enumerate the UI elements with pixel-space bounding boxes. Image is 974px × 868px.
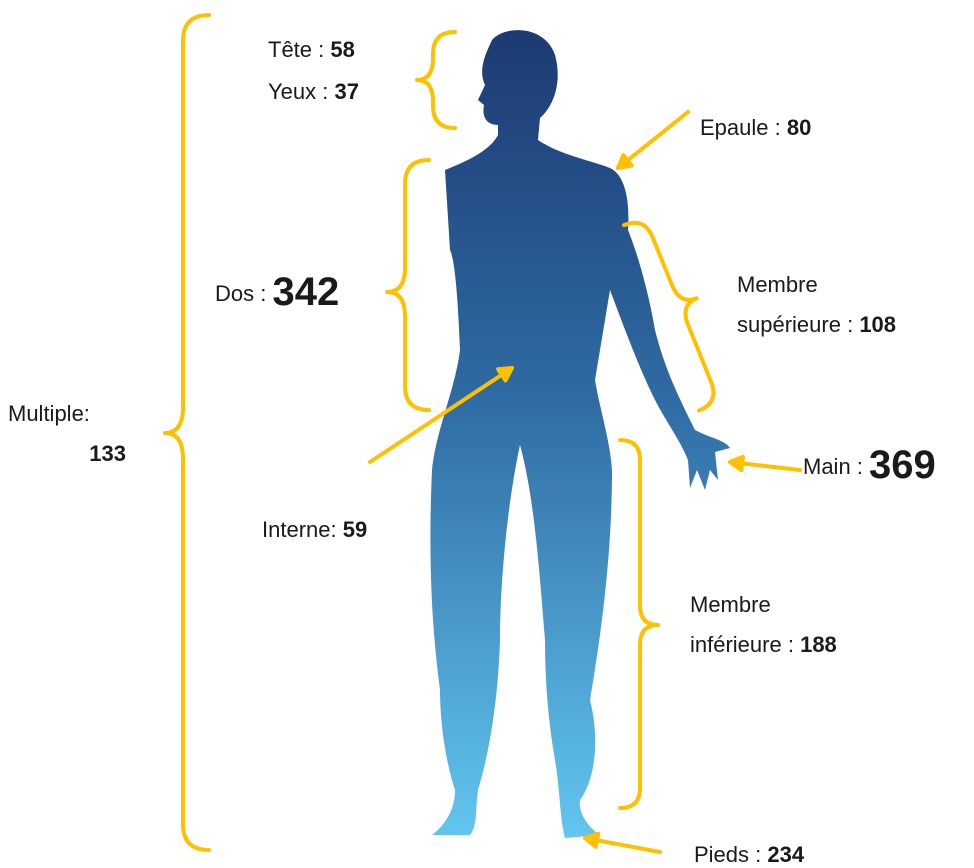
brace [163,13,211,852]
annotation: Pieds : 234 [694,835,804,868]
value: 108 [859,312,897,337]
label: Multiple: [8,401,90,426]
label: supérieure : [737,312,854,337]
value: 342 [272,270,340,314]
annotation: Multiple: 133 [8,394,126,474]
label: Epaule : [700,115,781,140]
annotation: Membre supérieure : 108 [737,265,896,345]
annotation: Tête : 58 [268,30,355,70]
arrow-head [583,831,601,849]
annotation: Dos : 342 [215,272,339,314]
label: Tête : [268,37,325,62]
label: inférieure : [690,632,794,657]
brace [622,220,716,413]
arrow-line [616,110,690,170]
arrow-head [728,454,745,473]
annotation: Interne: 59 [262,510,367,550]
value: 58 [330,37,355,62]
label: Interne: [262,517,337,542]
brace [415,30,457,130]
arrow-head [496,366,514,383]
arrow-line [368,366,514,464]
label: Yeux : [268,79,329,104]
label: Membre [737,272,818,297]
value: 80 [786,115,812,140]
annotation: Main : 369 [803,445,936,487]
brace [618,438,660,810]
value: 59 [342,517,368,542]
value: 369 [869,443,936,487]
label: Pieds : [694,842,762,867]
annotation: Yeux : 37 [268,72,359,112]
label: Dos : [215,281,267,306]
annotation: Epaule : 80 [700,108,811,148]
annotation: Membre inférieure : 188 [690,585,837,665]
value: 234 [767,842,805,867]
arrow-head [616,153,634,170]
label: Main : [803,454,863,479]
silhouette [430,30,730,838]
value: 188 [800,632,837,657]
brace [385,158,431,412]
label: Membre [690,592,771,617]
value: 37 [334,79,359,104]
value: 133 [89,441,126,466]
